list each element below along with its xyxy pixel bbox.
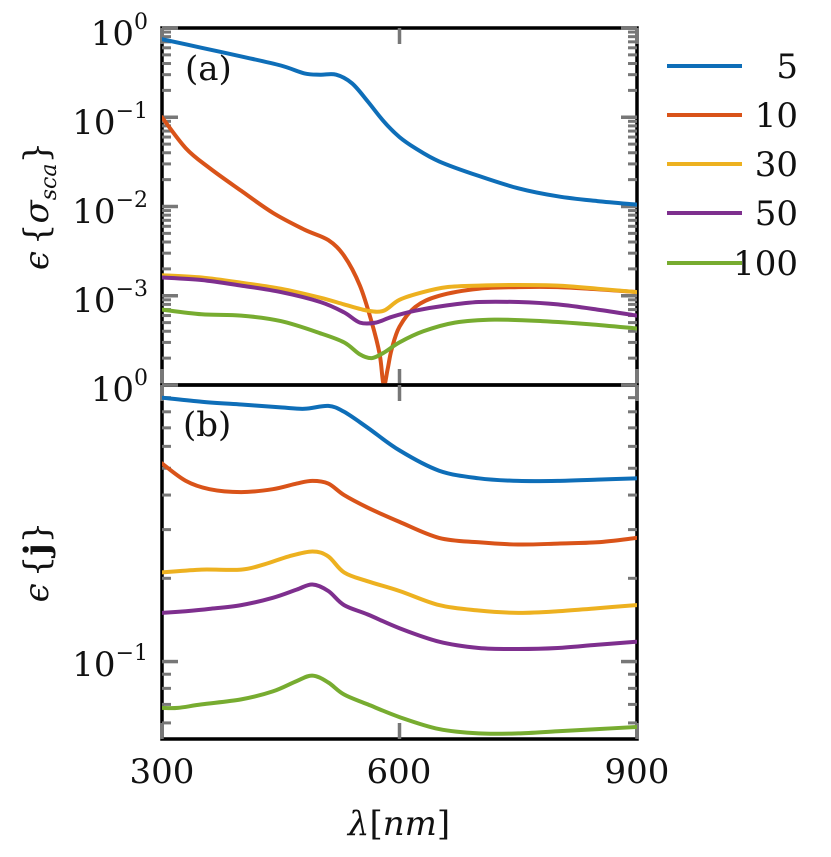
x-tick-label-300: 300 bbox=[130, 752, 195, 792]
panel-b-label: (b) bbox=[183, 405, 231, 445]
panel-a-y-tick-labels: 100 10−1 10−2 10−3 bbox=[72, 10, 148, 321]
series-line-10-a bbox=[162, 115, 637, 385]
panel-a-ticks bbox=[160, 26, 639, 387]
legend-label-50: 50 bbox=[755, 194, 798, 234]
panel-b-y-tick-labels: 100 10−1 bbox=[72, 366, 148, 685]
panel-b-lines bbox=[162, 395, 637, 736]
series-line-100-a bbox=[162, 307, 637, 361]
panel-b-y-axis-title: ϵ{j} bbox=[17, 522, 57, 603]
legend-label-100: 100 bbox=[733, 244, 798, 284]
y-tick-label-a-0: 100 bbox=[91, 10, 148, 54]
legend-label-5: 5 bbox=[776, 47, 798, 87]
panel-b: (b) 100 10−1 ϵ{j} bbox=[17, 366, 639, 741]
x-tick-label-900: 900 bbox=[605, 752, 670, 792]
series-line-5-a bbox=[162, 37, 637, 207]
series-line-50-a bbox=[162, 275, 637, 326]
series-line-100-b bbox=[162, 673, 637, 736]
legend: 5 10 30 50 100 bbox=[667, 47, 798, 284]
panel-a-lines bbox=[162, 37, 637, 385]
x-tick-label-600: 600 bbox=[367, 752, 432, 792]
panel-a-frame bbox=[160, 26, 639, 387]
y-tick-label-a-2: 10−2 bbox=[72, 188, 148, 232]
series-line-30-a bbox=[162, 273, 637, 314]
y-tick-label-b-1: 10−1 bbox=[72, 641, 148, 685]
y-tick-label-a-1: 10−1 bbox=[72, 99, 148, 143]
y-tick-label-a-3: 10−3 bbox=[72, 277, 148, 321]
legend-label-30: 30 bbox=[755, 145, 798, 185]
legend-label-10: 10 bbox=[755, 96, 798, 136]
series-line-50-b bbox=[162, 582, 637, 652]
panel-a-y-axis-title: ϵ{σsca} bbox=[17, 142, 62, 270]
series-line-30-b bbox=[162, 549, 637, 615]
x-axis: 300 600 900 λ[nm] bbox=[130, 752, 670, 844]
panel-a-label: (a) bbox=[185, 49, 232, 89]
panel-b-ticks bbox=[160, 383, 639, 739]
series-line-5-b bbox=[162, 395, 637, 484]
panel-a: (a) 100 10−1 10−2 10−3 ϵ{σsca} bbox=[17, 10, 639, 387]
series-line-10-b bbox=[162, 461, 637, 547]
x-axis-title: λ[nm] bbox=[346, 804, 450, 844]
y-tick-label-b-0: 100 bbox=[91, 366, 148, 410]
panel-b-frame bbox=[160, 383, 639, 741]
